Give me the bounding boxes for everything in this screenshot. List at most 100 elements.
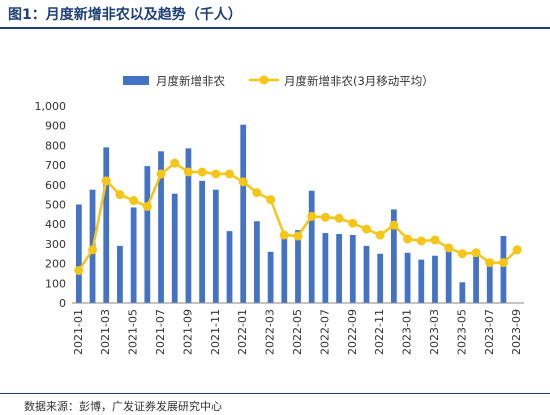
line-point <box>498 258 508 268</box>
line-point <box>457 249 467 259</box>
line-point <box>101 176 111 186</box>
bar <box>473 255 479 303</box>
line-point <box>183 167 193 177</box>
x-tick-label: 2022-07 <box>318 309 331 355</box>
bar <box>404 252 411 303</box>
legend-bar-label: 月度新增非农 <box>156 74 225 88</box>
y-tick-label: 200 <box>45 258 66 271</box>
x-tick-label: 2021-05 <box>127 309 140 355</box>
bar <box>459 282 466 303</box>
line-point <box>485 258 495 268</box>
line-point <box>266 195 276 205</box>
legend: 月度新增非农 月度新增非农(3月移动平均） <box>123 74 434 88</box>
y-tick-label: 100 <box>45 277 66 290</box>
bar-series <box>75 124 507 303</box>
y-tick-label: 600 <box>45 179 66 192</box>
x-tick-label: 2022-09 <box>346 309 359 355</box>
bar <box>240 124 247 303</box>
title-divider <box>0 27 550 29</box>
line-point <box>471 248 481 258</box>
bar <box>308 190 315 303</box>
x-tick-label: 2023-07 <box>483 309 496 355</box>
bar <box>349 235 356 303</box>
y-tick-label: 900 <box>45 120 66 133</box>
line-point <box>403 234 413 244</box>
bar <box>75 204 82 303</box>
y-tick-label: 800 <box>45 139 66 152</box>
line-point <box>156 169 166 179</box>
chart-title: 图1：月度新增非农以及趋势（千人） <box>8 7 242 23</box>
line-point <box>252 188 262 198</box>
bar <box>212 189 219 303</box>
x-axis: 2021-01 2021-03 2021-05 2021-07 2021-09 2021-… <box>72 302 524 355</box>
line-point <box>74 265 84 275</box>
line-point <box>293 231 303 241</box>
line-point <box>320 212 330 222</box>
line-point <box>307 211 317 221</box>
y-tick-label: 500 <box>45 199 66 212</box>
bar <box>199 180 205 303</box>
y-tick-label: 1,000 <box>35 100 67 113</box>
y-axis: 0 100 200 300 400 500 600 700 800 900 1,000 <box>35 100 67 310</box>
x-tick-label: 2021-11 <box>209 309 222 355</box>
bar <box>281 235 288 303</box>
line-point <box>225 169 235 179</box>
line-point <box>129 196 139 206</box>
line-point <box>512 245 522 255</box>
line-point <box>211 169 221 179</box>
x-tick-label: 2023-01 <box>401 309 414 355</box>
x-tick-label: 2023-03 <box>428 309 441 355</box>
bar <box>377 253 384 303</box>
bar <box>117 245 123 303</box>
y-tick-label: 300 <box>45 238 66 251</box>
bar <box>185 148 192 303</box>
bar <box>500 236 507 303</box>
line-point <box>389 220 399 230</box>
x-tick-label: 2023-05 <box>455 309 468 355</box>
line-point <box>334 213 344 223</box>
line-point <box>375 230 385 240</box>
x-tick-label: 2023-09 <box>510 309 523 355</box>
line-point <box>444 243 454 253</box>
line-point <box>238 177 248 187</box>
line-point <box>430 235 440 245</box>
x-tick-label: 2022-01 <box>236 309 249 355</box>
bar <box>322 233 329 303</box>
bar <box>363 245 370 303</box>
bar <box>295 230 301 303</box>
line-point <box>142 201 152 211</box>
bar <box>486 265 493 303</box>
bar <box>103 147 110 303</box>
legend-bar-swatch <box>123 76 149 85</box>
y-tick-label: 700 <box>45 159 66 172</box>
x-tick-label: 2021-03 <box>99 309 112 355</box>
bar <box>432 255 438 303</box>
legend-line-marker <box>259 75 269 85</box>
bar <box>130 207 137 303</box>
line-point <box>115 190 125 200</box>
bar <box>267 251 274 303</box>
line-point <box>416 236 426 246</box>
line-point <box>170 158 180 168</box>
x-tick-label: 2022-11 <box>373 309 386 355</box>
bar <box>418 259 425 303</box>
source-note: 数据来源：彭博，广发证券发展研究中心 <box>24 400 222 413</box>
bar <box>144 166 151 303</box>
line-point <box>197 167 207 177</box>
bar <box>336 234 342 303</box>
chart: 月度新增非农 月度新增非农(3月移动平均） 0 100 200 300 400 500 60… <box>35 74 524 355</box>
bar <box>391 209 397 303</box>
bar <box>254 221 260 303</box>
x-tick-label: 2021-07 <box>154 309 167 355</box>
line-point <box>88 245 98 255</box>
bar <box>171 193 178 303</box>
x-tick-label: 2021-01 <box>72 309 85 355</box>
y-tick-label: 0 <box>59 297 66 310</box>
line-series <box>74 158 522 275</box>
line-point <box>348 218 358 228</box>
x-tick-label: 2021-09 <box>181 309 194 355</box>
x-tick-label: 2022-05 <box>291 309 304 355</box>
legend-line-label: 月度新增非农(3月移动平均） <box>284 74 434 88</box>
bar <box>445 246 452 303</box>
bar <box>158 151 164 303</box>
